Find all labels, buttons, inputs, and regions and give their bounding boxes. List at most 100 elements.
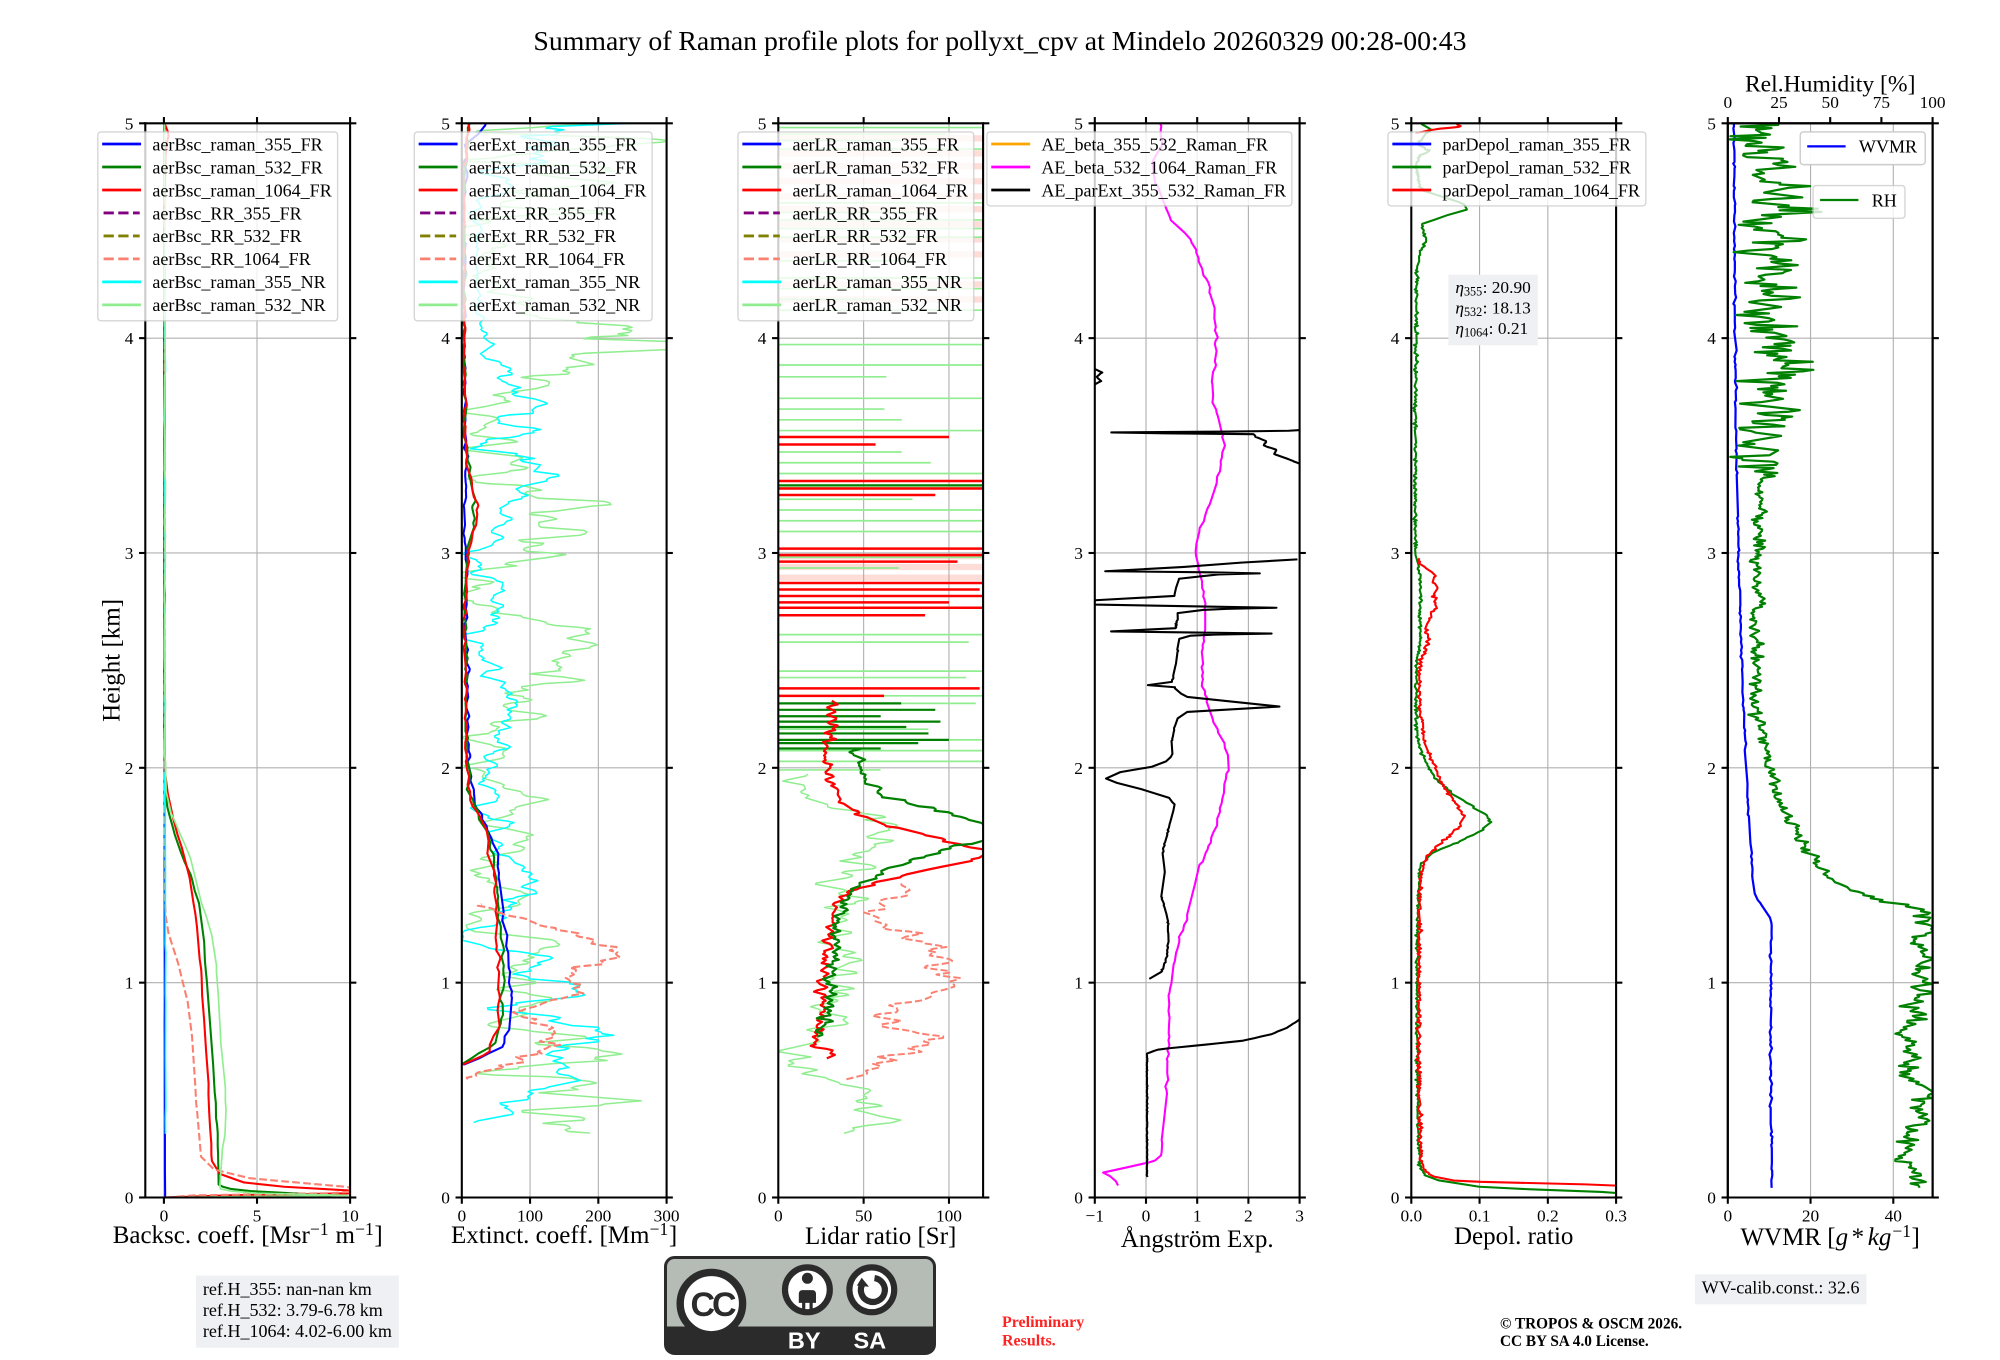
svg-text:aerLR_raman_532_FR: aerLR_raman_532_FR [792,157,959,177]
svg-text:0: 0 [1074,1189,1083,1208]
svg-text:4: 4 [1391,329,1400,348]
svg-text:0.3: 0.3 [1605,1206,1627,1225]
svg-text:parDepol_raman_355_FR: parDepol_raman_355_FR [1442,134,1631,154]
svg-text:0: 0 [457,1206,466,1225]
svg-text:4: 4 [1707,329,1716,348]
svg-text:aerLR_raman_355_FR: aerLR_raman_355_FR [792,134,959,154]
svg-text:η 1 0 6: η 1 0 6 4 : 0 . 2 1 [1455,314,1528,341]
svg-text:0: 0 [758,1189,767,1208]
svg-text:aerBsc_raman_532_FR: aerBsc_raman_532_FR [152,157,323,177]
svg-text:2: 2 [125,759,134,778]
svg-text:aerBsc_RR_1064_FR: aerBsc_RR_1064_FR [152,249,311,269]
svg-text:aerBsc_RR_532_FR: aerBsc_RR_532_FR [152,226,302,246]
svg-text:5: 5 [253,1206,262,1225]
svg-text:10: 10 [341,1206,359,1225]
svg-text:2: 2 [441,759,450,778]
svg-text:Depol. ratio: Depol. ratio [1454,1223,1573,1250]
svg-text:1: 1 [1193,1206,1202,1225]
svg-text:3: 3 [125,544,134,563]
svg-text:5: 5 [125,114,134,133]
svg-text:η 5 3 2: η 5 3 2 : 1 8 . 1 3 [1455,294,1530,321]
svg-text:aerBsc_raman_355_NR: aerBsc_raman_355_NR [152,272,326,292]
svg-text:1: 1 [125,974,134,993]
svg-text:aerLR_raman_1064_FR: aerLR_raman_1064_FR [792,180,968,200]
svg-text:η 3 5 5: η 3 5 5 : 2 0 . 9 0 [1455,273,1531,300]
svg-text:aerBsc_raman_1064_FR: aerBsc_raman_1064_FR [152,180,332,200]
svg-text:1: 1 [1391,974,1400,993]
svg-text:aerLR_RR_532_FR: aerLR_RR_532_FR [792,226,938,246]
svg-text:WVMR: WVMR [1859,137,1918,157]
svg-text:5: 5 [1707,114,1716,133]
svg-text:aerExt_raman_532_NR: aerExt_raman_532_NR [469,295,641,315]
svg-text:aerExt_raman_532_FR: aerExt_raman_532_FR [469,157,638,177]
svg-text:3: 3 [1391,544,1400,563]
svg-text:Preliminary: Preliminary [1002,1314,1084,1331]
svg-text:aerExt_raman_355_FR: aerExt_raman_355_FR [469,134,638,154]
svg-text:2: 2 [1244,1206,1253,1225]
svg-text:0: 0 [1723,1206,1732,1225]
svg-text:5: 5 [758,114,767,133]
svg-text:4: 4 [1074,329,1083,348]
svg-text:© TROPOS & OSCM 2026.: © TROPOS & OSCM 2026. [1500,1316,1682,1333]
svg-text:aerLR_raman_355_NR: aerLR_raman_355_NR [792,272,962,292]
svg-text:parDepol_raman_532_FR: parDepol_raman_532_FR [1442,157,1631,177]
svg-text:2: 2 [1391,759,1400,778]
svg-text:0: 0 [774,1206,783,1225]
svg-text:aerBsc_raman_355_FR: aerBsc_raman_355_FR [152,134,323,154]
svg-text:AE_beta_355_532_Raman_FR: AE_beta_355_532_Raman_FR [1041,134,1269,154]
svg-text:aerExt_RR_355_FR: aerExt_RR_355_FR [469,203,617,223]
svg-text:ref.H_1064: 4.02-6.00 km: ref.H_1064: 4.02-6.00 km [203,1321,392,1341]
svg-text:100: 100 [936,1206,962,1225]
svg-text:0: 0 [125,1189,134,1208]
svg-text:5: 5 [1074,114,1083,133]
svg-text:Height [km]: Height [km] [98,599,125,722]
svg-text:aerLR_RR_1064_FR: aerLR_RR_1064_FR [792,249,947,269]
svg-text:0: 0 [1391,1189,1400,1208]
svg-text:0: 0 [1723,93,1732,112]
svg-text:1: 1 [441,974,450,993]
svg-text:AE_parExt_355_532_Raman_FR: AE_parExt_355_532_Raman_FR [1041,180,1287,200]
svg-text:E x t i: E x t i n c t . c o e f f . [ M m ] − 1 [451,1215,683,1249]
svg-text:CC: CC [690,1286,736,1324]
svg-text:Lidar ratio [Sr]: Lidar ratio [Sr] [805,1223,956,1250]
svg-text:B a c k: B a c k s c . c o e f f . [ M s r m ] − [113,1215,389,1249]
svg-text:W V M R: W V M R [ * ] g k g − 1 [1740,1217,1925,1251]
svg-text:WV-calib.const.: 32.6: WV-calib.const.: 32.6 [1702,1278,1860,1298]
svg-text:3: 3 [758,544,767,563]
svg-text:AE_beta_532_1064_Raman_FR: AE_beta_532_1064_Raman_FR [1041,157,1278,177]
svg-text:0.1: 0.1 [1469,1206,1491,1225]
svg-text:75: 75 [1873,93,1890,112]
svg-text:0: 0 [160,1206,169,1225]
svg-text:Ångström Exp.: Ångström Exp. [1121,1226,1274,1253]
svg-text:100: 100 [517,1206,543,1225]
svg-text:aerLR_raman_532_NR: aerLR_raman_532_NR [792,295,962,315]
svg-text:40: 40 [1885,1206,1903,1225]
svg-text:0.2: 0.2 [1537,1206,1559,1225]
svg-text:Results.: Results. [1002,1332,1056,1349]
svg-text:2: 2 [1074,759,1083,778]
svg-text:aerLR_RR_355_FR: aerLR_RR_355_FR [792,203,938,223]
svg-text:0.0: 0.0 [1400,1206,1422,1225]
svg-text:0: 0 [1707,1189,1716,1208]
svg-text:ref.H_532: 3.79-6.78 km: ref.H_532: 3.79-6.78 km [203,1300,383,1320]
svg-text:3: 3 [441,544,450,563]
svg-text:4: 4 [441,329,450,348]
svg-text:2: 2 [758,759,767,778]
svg-text:2: 2 [1707,759,1716,778]
svg-text:4: 4 [125,329,134,348]
svg-text:50: 50 [855,1206,873,1225]
svg-text:25: 25 [1770,93,1787,112]
svg-text:SA: SA [853,1328,886,1354]
svg-text:Rel.Humidity [%]: Rel.Humidity [%] [1745,72,1916,98]
svg-text:0: 0 [441,1189,450,1208]
svg-text:1: 1 [1074,974,1083,993]
svg-text:CC BY SA 4.0 License.: CC BY SA 4.0 License. [1500,1333,1649,1350]
svg-text:aerExt_raman_1064_FR: aerExt_raman_1064_FR [469,180,647,200]
svg-text:4: 4 [758,329,767,348]
svg-text:3: 3 [1074,544,1083,563]
svg-text:aerExt_RR_1064_FR: aerExt_RR_1064_FR [469,249,626,269]
svg-text:−1: −1 [1086,1206,1104,1225]
svg-text:RH: RH [1872,190,1897,210]
svg-text:Summary of Raman profile plots: Summary of Raman profile plots for polly… [533,26,1466,57]
svg-text:0: 0 [1142,1206,1151,1225]
